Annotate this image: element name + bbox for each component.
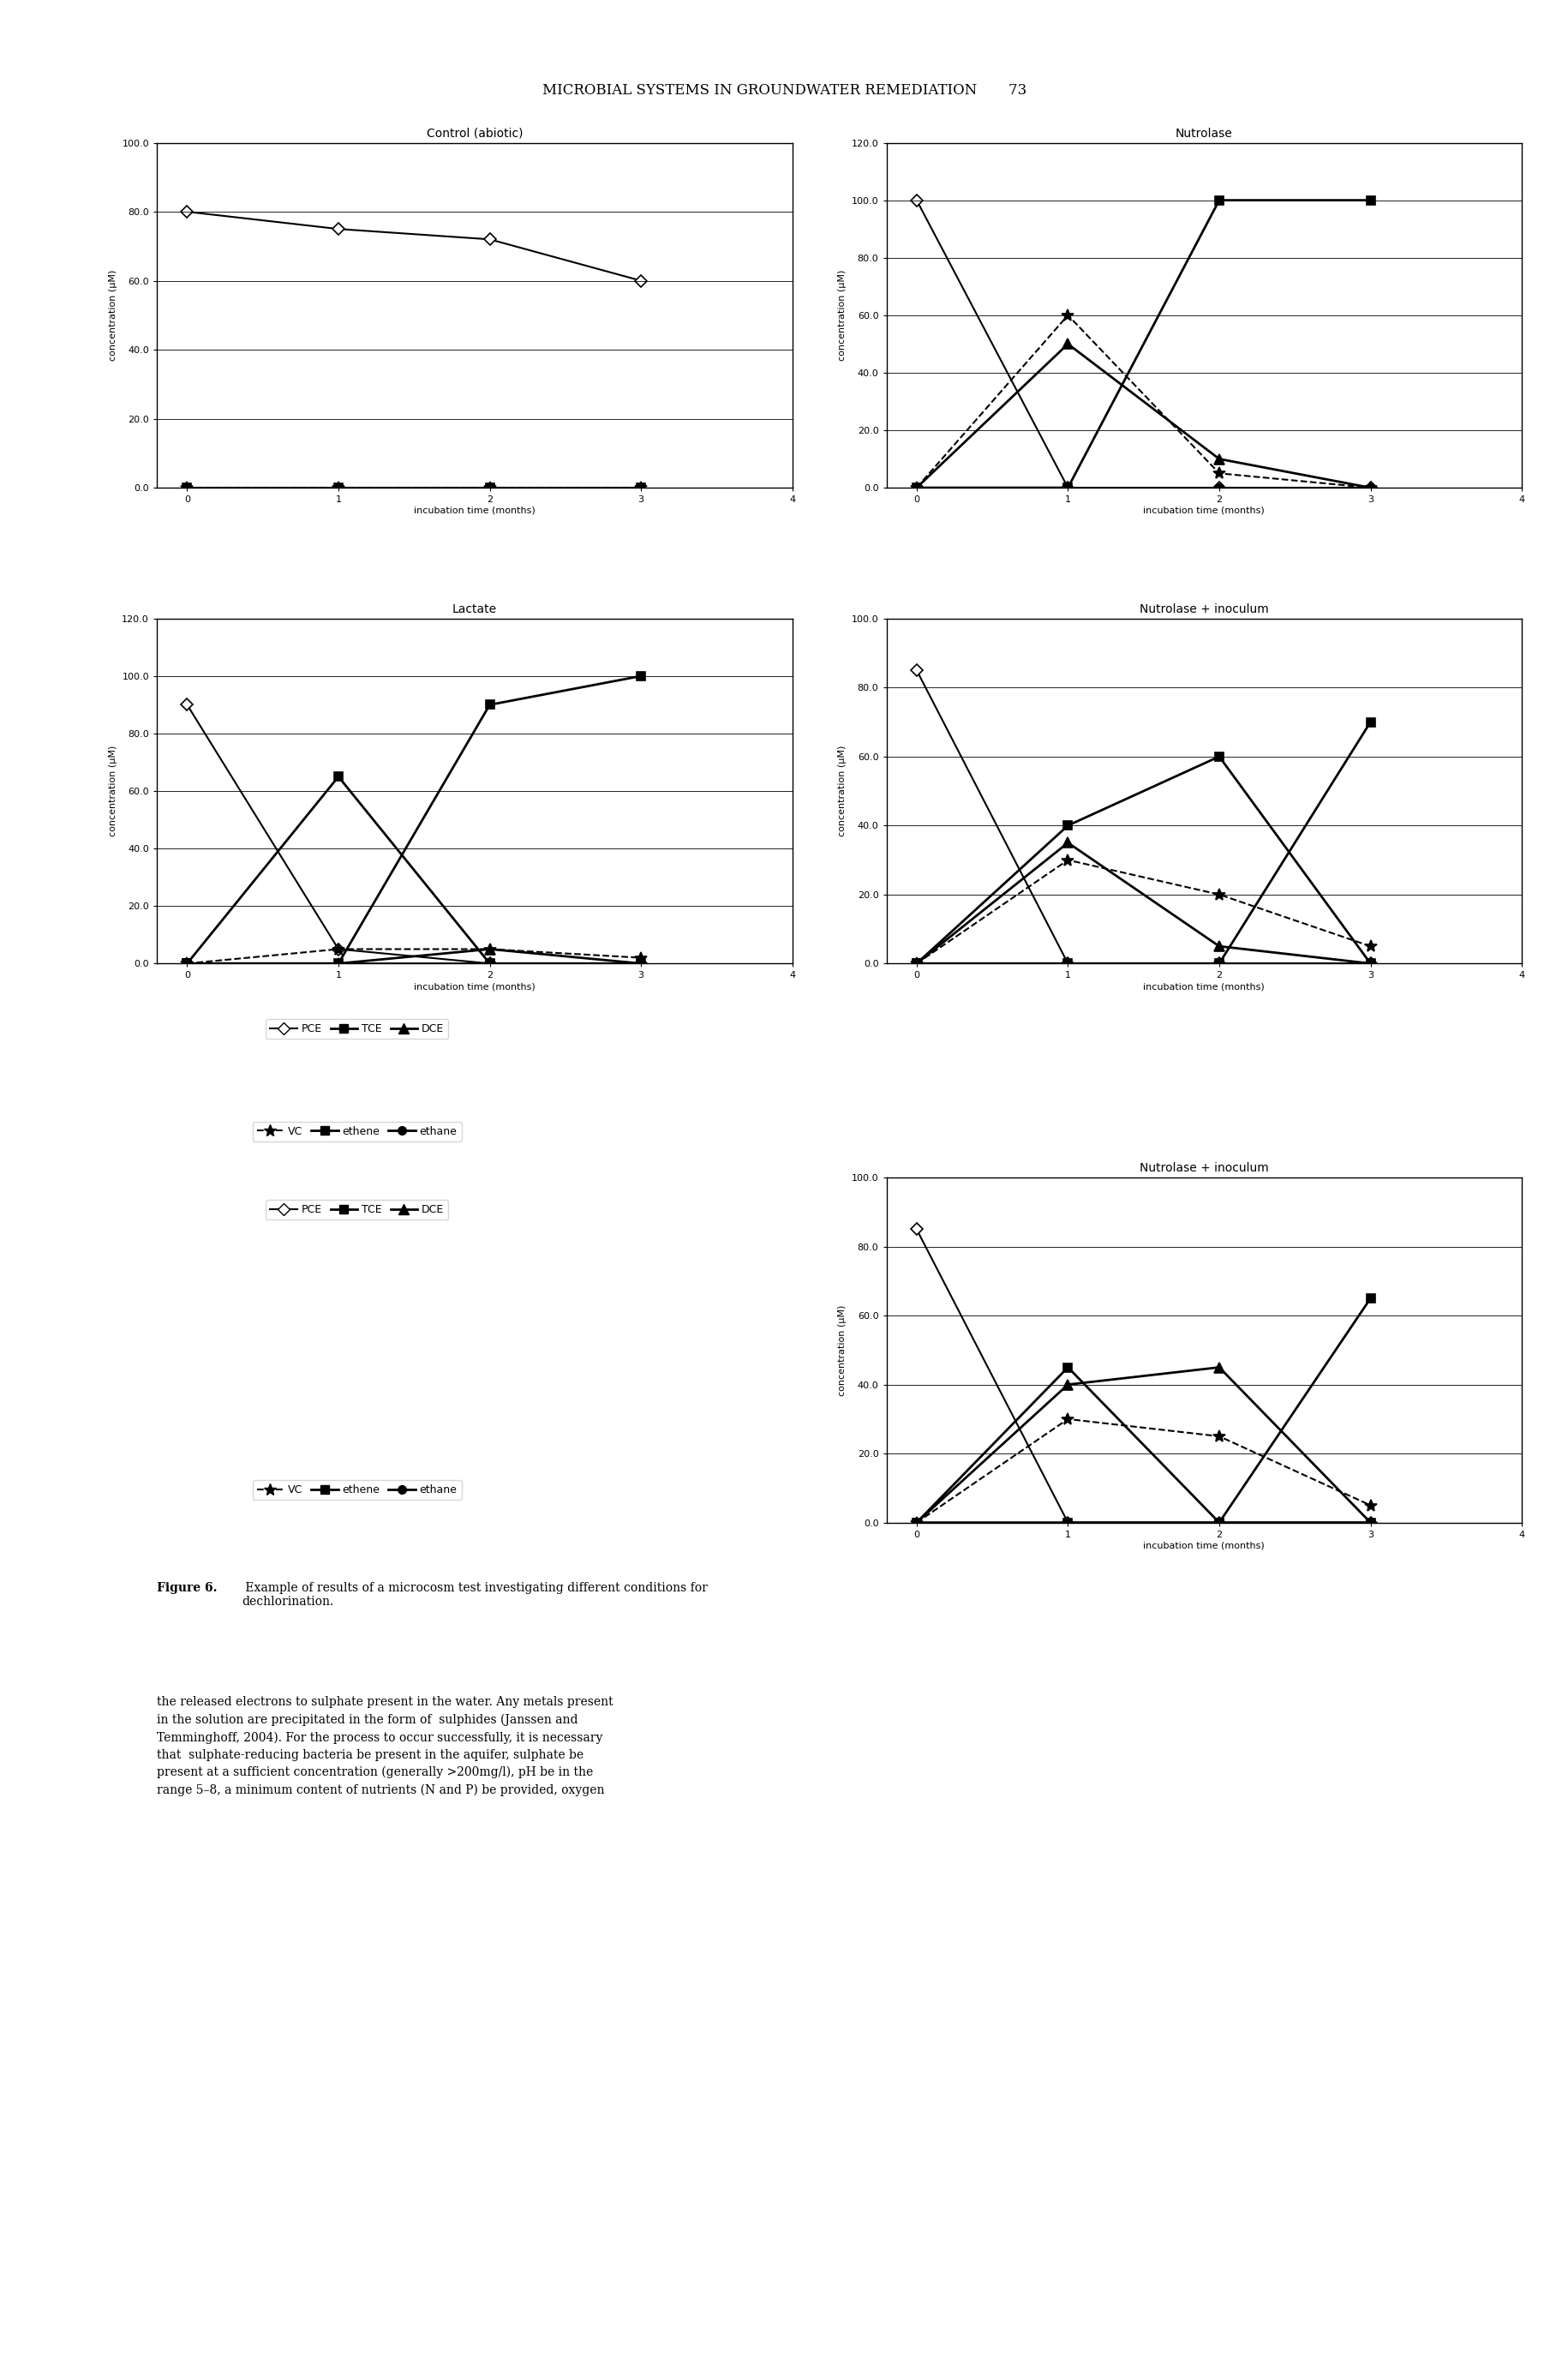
Y-axis label: concentration (μM): concentration (μM) — [837, 745, 847, 837]
Y-axis label: concentration (μM): concentration (μM) — [108, 269, 118, 362]
Y-axis label: concentration (μM): concentration (μM) — [108, 745, 118, 837]
Title: Nutrolase + inoculum: Nutrolase + inoculum — [1138, 604, 1269, 616]
Title: Lactate: Lactate — [452, 604, 497, 616]
Legend: VC, ethene, ethane: VC, ethene, ethane — [252, 1121, 461, 1142]
X-axis label: incubation time (months): incubation time (months) — [414, 507, 535, 514]
X-axis label: incubation time (months): incubation time (months) — [1143, 983, 1264, 990]
X-axis label: incubation time (months): incubation time (months) — [1143, 507, 1264, 514]
Legend: VC, ethene, ethane: VC, ethene, ethane — [252, 1480, 461, 1499]
Y-axis label: concentration (μM): concentration (μM) — [837, 269, 847, 362]
X-axis label: incubation time (months): incubation time (months) — [1143, 1542, 1264, 1549]
Title: Control (abiotic): Control (abiotic) — [426, 128, 522, 140]
Title: Nutrolase: Nutrolase — [1174, 128, 1232, 140]
X-axis label: incubation time (months): incubation time (months) — [414, 983, 535, 990]
Title: Nutrolase + inoculum: Nutrolase + inoculum — [1138, 1163, 1269, 1175]
Text: Figure 6.: Figure 6. — [157, 1582, 218, 1594]
Text: MICROBIAL SYSTEMS IN GROUNDWATER REMEDIATION       73: MICROBIAL SYSTEMS IN GROUNDWATER REMEDIA… — [543, 83, 1025, 98]
Text: the released electrons to sulphate present in the water. Any metals present
in t: the released electrons to sulphate prese… — [157, 1696, 613, 1796]
Text: Example of results of a microcosm test investigating different conditions for
de: Example of results of a microcosm test i… — [241, 1582, 707, 1608]
Y-axis label: concentration (μM): concentration (μM) — [837, 1304, 847, 1396]
